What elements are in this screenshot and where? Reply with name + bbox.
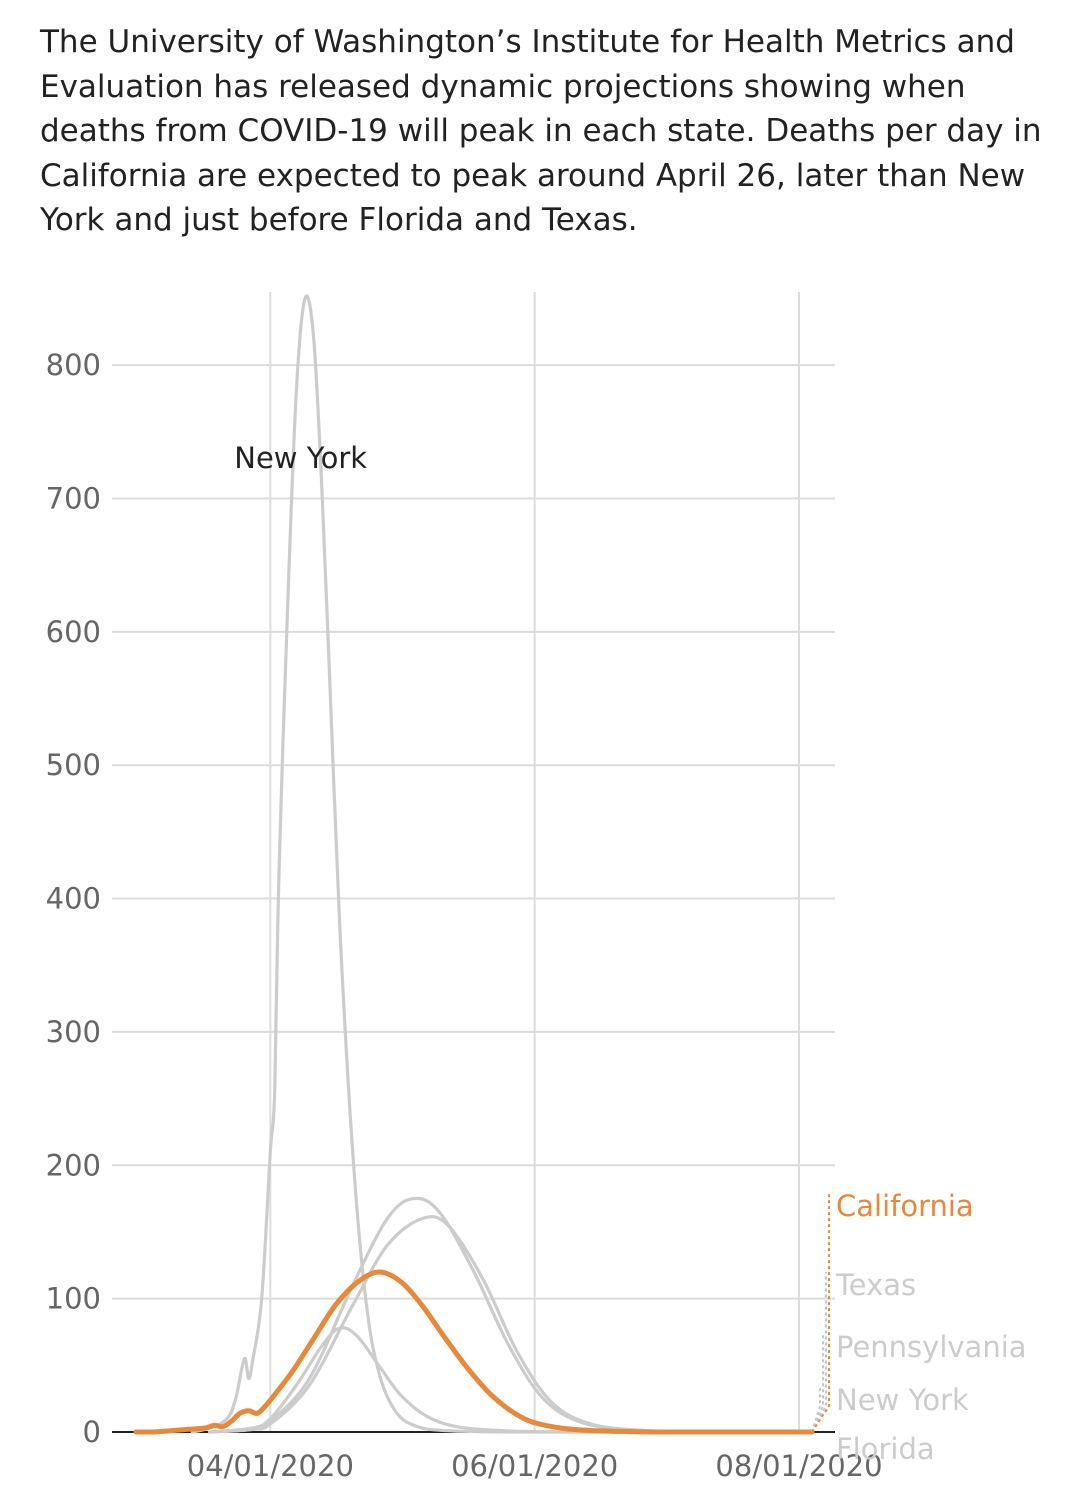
legend-leader-california — [811, 1192, 830, 1433]
intro-text: The University of Washington’s Institute… — [40, 24, 1042, 238]
y-tick-label-700: 700 — [46, 481, 101, 515]
legend-label-new-york: New York — [836, 1383, 969, 1417]
legend-leader-pennsylvania — [811, 1334, 824, 1433]
y-tick-label-100: 100 — [46, 1282, 101, 1316]
chart-annotations: New York — [234, 441, 367, 475]
series-line-new-york — [190, 294, 814, 1434]
x-axis-ticks: 04/01/2020 06/01/2020 08/01/2020 — [187, 1449, 883, 1483]
y-tick-label-300: 300 — [46, 1015, 101, 1049]
y-tick-label-400: 400 — [46, 882, 101, 916]
chart-legend: Florida New York Pennsylvania Texas Californ… — [811, 1189, 1027, 1466]
y-tick-label-600: 600 — [46, 615, 101, 649]
legend-label-florida: Florida — [836, 1432, 935, 1466]
y-tick-label-200: 200 — [46, 1148, 101, 1182]
legend-label-california: California — [836, 1189, 974, 1223]
legend-label-pennsylvania: Pennsylvania — [836, 1330, 1027, 1364]
series-line-california — [133, 1269, 815, 1435]
series-line-florida — [208, 1215, 814, 1434]
x-tick-label-2020-04-01: 04/01/2020 — [187, 1449, 354, 1483]
y-tick-label-800: 800 — [46, 348, 101, 382]
chart-series — [133, 294, 815, 1435]
series-line-pennsylvania — [208, 1326, 814, 1434]
legend-label-texas: Texas — [835, 1268, 916, 1302]
y-tick-label-500: 500 — [46, 748, 101, 782]
x-tick-label-2020-08-01: 08/01/2020 — [715, 1449, 882, 1483]
y-tick-label-0: 0 — [83, 1415, 101, 1449]
x-tick-label-2020-06-01: 06/01/2020 — [451, 1449, 618, 1483]
annotation-label: New York — [234, 441, 367, 475]
y-axis-ticks: 0 100 200 300 400 500 600 700 800 — [46, 348, 101, 1449]
